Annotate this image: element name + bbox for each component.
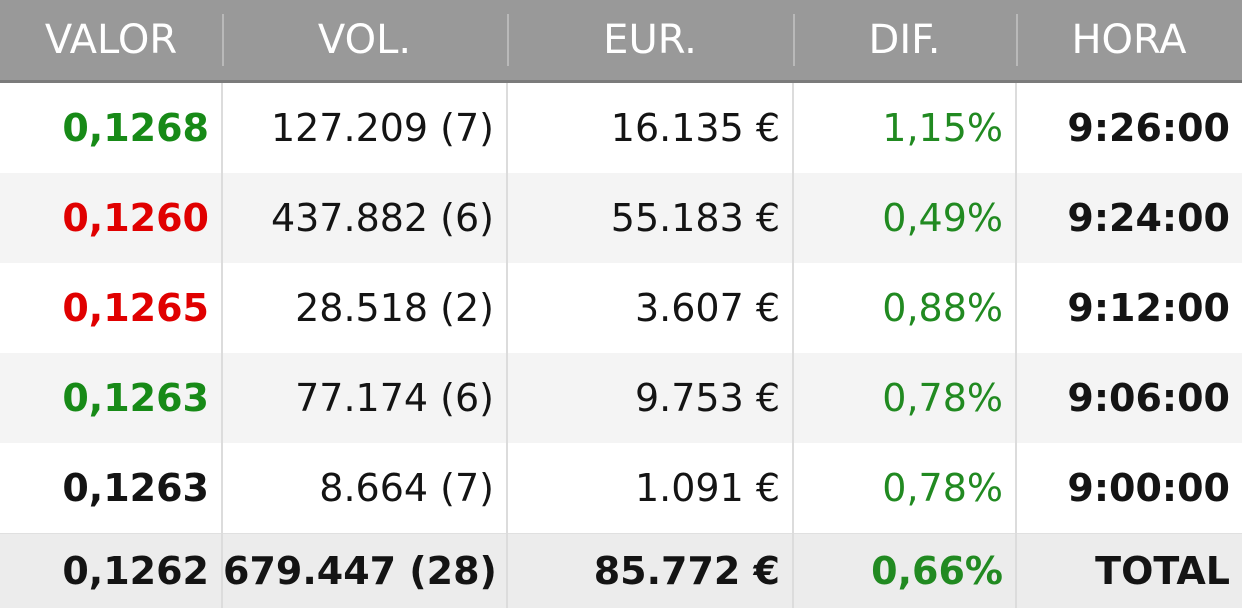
cell-vol: 8.664 (7) <box>221 443 507 534</box>
table-row: 0,1263 8.664 (7) 1.091 € 0,78% 9:00:00 <box>0 443 1242 534</box>
total-dif: 0,66% <box>792 533 1016 608</box>
cell-vol: 77.174 (6) <box>221 353 507 443</box>
cell-valor: 0,1268 <box>0 81 222 173</box>
cell-dif: 0,78% <box>792 443 1016 534</box>
cell-eur: 3.607 € <box>506 263 793 353</box>
column-header-eur[interactable]: EUR. <box>507 0 793 83</box>
cell-dif: 0,88% <box>792 263 1016 353</box>
table-row: 0,1260 437.882 (6) 55.183 € 0,49% 9:24:0… <box>0 173 1242 263</box>
cell-hora: 9:26:00 <box>1015 81 1242 173</box>
table-header: VALOR VOL. EUR. DIF. HORA <box>0 0 1242 83</box>
cell-hora: 9:00:00 <box>1015 443 1242 534</box>
cell-vol: 437.882 (6) <box>221 173 507 263</box>
table-body: 0,1268 127.209 (7) 16.135 € 1,15% 9:26:0… <box>0 81 1242 534</box>
table-row: 0,1263 77.174 (6) 9.753 € 0,78% 9:06:00 <box>0 353 1242 443</box>
total-label: TOTAL <box>1015 533 1242 608</box>
column-header-vol[interactable]: VOL. <box>222 0 507 83</box>
cell-eur: 16.135 € <box>506 81 793 173</box>
column-header-dif[interactable]: DIF. <box>793 0 1016 83</box>
table-row: 0,1268 127.209 (7) 16.135 € 1,15% 9:26:0… <box>0 81 1242 173</box>
column-header-hora[interactable]: HORA <box>1016 0 1242 83</box>
cell-eur: 55.183 € <box>506 173 793 263</box>
header-row: VALOR VOL. EUR. DIF. HORA <box>0 0 1242 83</box>
cell-valor: 0,1260 <box>0 173 222 263</box>
cell-eur: 1.091 € <box>506 443 793 534</box>
table-footer: 0,1262 679.447 (28) 85.772 € 0,66% TOTAL <box>0 533 1242 608</box>
cell-dif: 0,49% <box>792 173 1016 263</box>
cell-vol: 127.209 (7) <box>221 81 507 173</box>
table-row: 0,1265 28.518 (2) 3.607 € 0,88% 9:12:00 <box>0 263 1242 353</box>
cell-eur: 9.753 € <box>506 353 793 443</box>
cell-hora: 9:12:00 <box>1015 263 1242 353</box>
cell-hora: 9:24:00 <box>1015 173 1242 263</box>
cell-hora: 9:06:00 <box>1015 353 1242 443</box>
cell-valor: 0,1263 <box>0 353 222 443</box>
total-vol: 679.447 (28) <box>221 533 507 608</box>
column-header-valor[interactable]: VALOR <box>0 0 222 83</box>
cell-valor: 0,1263 <box>0 443 222 534</box>
total-row: 0,1262 679.447 (28) 85.772 € 0,66% TOTAL <box>0 533 1242 608</box>
cell-dif: 0,78% <box>792 353 1016 443</box>
cell-vol: 28.518 (2) <box>221 263 507 353</box>
total-eur: 85.772 € <box>506 533 793 608</box>
total-valor: 0,1262 <box>0 533 222 608</box>
cell-dif: 1,15% <box>792 81 1016 173</box>
cell-valor: 0,1265 <box>0 263 222 353</box>
